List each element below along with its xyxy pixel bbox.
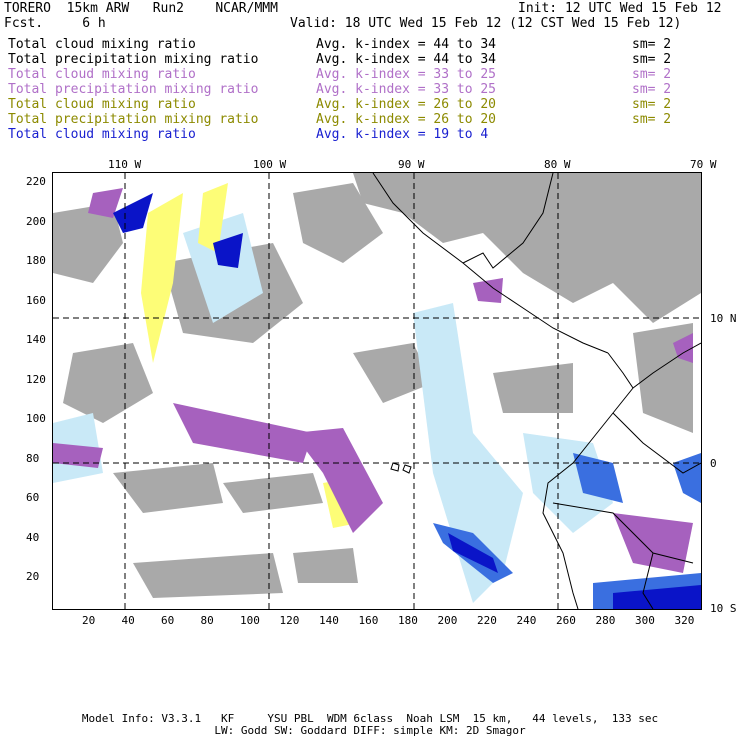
legend-range: Avg. k-index = 33 to 25 [316, 67, 497, 82]
model-info: Model Info: V3.3.1 KF YSU PBL WDM 6class… [81, 712, 659, 725]
x-tick-label: 20 [82, 614, 96, 627]
y-tick-label: 40 [26, 530, 40, 544]
lon-label-100w: 100 W [253, 158, 287, 171]
lon-label-80w: 80 W [544, 158, 571, 171]
legend-range: Avg. k-index = 44 to 34 [316, 52, 497, 67]
legend-smoothing: sm= 2 [632, 52, 672, 67]
legend-smoothing: sm= 2 [632, 67, 672, 82]
y-tick-label: 160 [26, 293, 46, 307]
init-time: Init: 12 UTC Wed 15 Feb 12 [518, 1, 722, 16]
physics-info: LW: Godd SW: Goddard DIFF: simple KM: 2D… [214, 724, 526, 737]
lat-label-0: 0 [710, 457, 717, 470]
x-tick-label: 320 [674, 614, 695, 627]
dark-blue-field [113, 193, 701, 609]
legend-field: Total precipitation mixing ratio [8, 52, 259, 67]
x-tick-label: 240 [516, 614, 537, 627]
legend-field: Total cloud mixing ratio [8, 67, 196, 82]
x-tick-label: 80 [200, 614, 214, 627]
y-tick-label: 80 [26, 451, 40, 465]
legend-smoothing: sm= 2 [632, 37, 672, 52]
x-tick-label: 60 [161, 614, 175, 627]
y-tick-label: 60 [26, 491, 40, 504]
legend-smoothing: sm= 2 [632, 97, 672, 112]
lon-label-70w: 70 W [690, 158, 717, 171]
x-tick-label: 200 [437, 614, 458, 627]
x-tick-label: 120 [279, 614, 300, 627]
forecast-map [52, 172, 702, 610]
y-tick-label: 200 [26, 214, 46, 228]
legend-field: Total precipitation mixing ratio [8, 82, 259, 97]
x-tick-label: 140 [319, 614, 339, 627]
valid-time: Valid: 18 UTC Wed 15 Feb 12 (12 CST Wed … [290, 16, 682, 31]
legend-field: Total cloud mixing ratio [8, 127, 196, 142]
map-canvas [53, 173, 701, 609]
legend-range: Avg. k-index = 19 to 4 [316, 127, 489, 142]
x-tick-label: 300 [635, 614, 655, 627]
legend-field: Total precipitation mixing ratio [8, 112, 259, 127]
y-tick-label: 100 [26, 412, 46, 425]
lon-label-110w: 110 W [108, 158, 142, 171]
x-tick-label: 180 [398, 614, 418, 627]
y-tick-label: 120 [26, 372, 46, 386]
x-tick-label: 220 [477, 614, 497, 627]
legend-range: Avg. k-index = 26 to 20 [316, 97, 497, 112]
legend-field: Total cloud mixing ratio [8, 37, 196, 52]
x-tick-label: 100 [240, 614, 260, 627]
x-tick-label: 160 [358, 614, 379, 627]
x-tick-label: 280 [595, 614, 616, 627]
legend-range: Avg. k-index = 26 to 20 [316, 112, 497, 127]
legend-smoothing: sm= 2 [632, 82, 672, 97]
purple-field [53, 188, 693, 573]
y-tick-label: 20 [26, 570, 40, 583]
graticule [53, 173, 701, 609]
legend-range: Avg. k-index = 33 to 25 [316, 82, 497, 97]
y-tick-label: 220 [26, 175, 46, 188]
legend-field: Total cloud mixing ratio [8, 97, 196, 112]
y-tick-label: 180 [26, 254, 46, 267]
forecast-hour: Fcst. 6 h [4, 16, 106, 31]
x-tick-label: 260 [556, 614, 576, 627]
legend-smoothing: sm= 2 [632, 112, 672, 127]
lat-label-10n: 10 N [710, 312, 737, 325]
y-tick-label: 140 [26, 333, 46, 346]
legend-range: Avg. k-index = 44 to 34 [316, 37, 497, 52]
lat-label-10s: 10 S [710, 602, 737, 615]
lon-label-90w: 90 W [398, 158, 425, 171]
run-title: TORERO 15km ARW Run2 NCAR/MMM [4, 1, 278, 16]
x-tick-label: 40 [121, 614, 135, 627]
